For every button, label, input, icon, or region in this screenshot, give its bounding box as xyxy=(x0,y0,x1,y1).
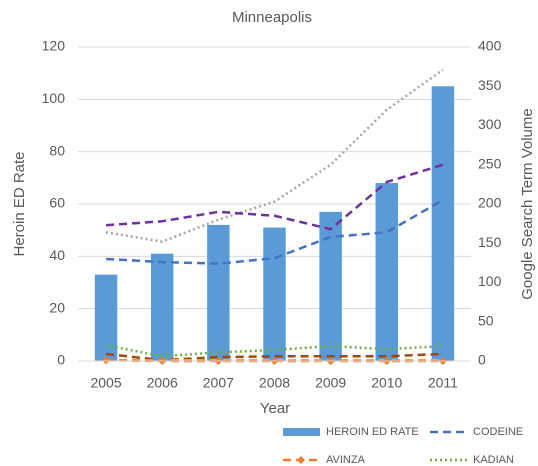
y2-tick-label: 50 xyxy=(478,312,494,328)
bar xyxy=(150,253,174,361)
legend-label: CODEINE xyxy=(473,426,523,438)
bar xyxy=(263,227,286,361)
x-axis-label: Year xyxy=(260,400,290,417)
y-tick-label: 0 xyxy=(57,352,65,368)
y-tick-label: 120 xyxy=(42,38,66,54)
x-tick-label: 2005 xyxy=(90,375,121,391)
y2-tick-label: 300 xyxy=(478,116,502,132)
legend-label: HEROIN ED RATE xyxy=(326,426,419,438)
chart-title: Minneapolis xyxy=(232,9,312,26)
y2-tick-label: 250 xyxy=(478,155,502,171)
y2-tick-label: 150 xyxy=(478,234,502,250)
legend-label: AVINZA xyxy=(326,454,366,466)
bar xyxy=(207,224,230,361)
x-tick-label: 2007 xyxy=(203,375,234,391)
bar xyxy=(319,211,342,361)
legend-swatch xyxy=(283,428,320,436)
line xyxy=(106,198,444,265)
x-tick-label: 2008 xyxy=(259,375,290,391)
x-tick-label: 2009 xyxy=(315,375,346,391)
bar xyxy=(375,183,399,361)
y2-tick-label: 400 xyxy=(478,38,502,54)
bar xyxy=(94,274,118,361)
y2-tick-label: 200 xyxy=(478,195,502,211)
marker xyxy=(102,356,111,365)
x-tick-label: 2011 xyxy=(428,375,458,391)
y2-axis-label: Google Search Term Volume xyxy=(519,108,536,300)
legend-marker xyxy=(297,456,305,464)
y2-tick-label: 350 xyxy=(478,77,502,93)
line xyxy=(105,68,444,243)
line xyxy=(105,163,444,231)
legend-label: KADIAN xyxy=(473,454,514,466)
y-tick-label: 80 xyxy=(49,142,65,158)
y-tick-label: 40 xyxy=(49,247,65,263)
y-tick-label: 60 xyxy=(49,195,65,211)
y-tick-label: 20 xyxy=(49,299,65,315)
y2-tick-label: 100 xyxy=(478,273,502,289)
x-tick-label: 2010 xyxy=(371,375,402,391)
x-tick-label: 2006 xyxy=(147,375,178,391)
bar xyxy=(431,86,455,361)
y2-tick-label: 0 xyxy=(478,352,486,368)
y-tick-label: 100 xyxy=(42,90,66,106)
y-axis-label: Heroin ED Rate xyxy=(11,151,28,256)
